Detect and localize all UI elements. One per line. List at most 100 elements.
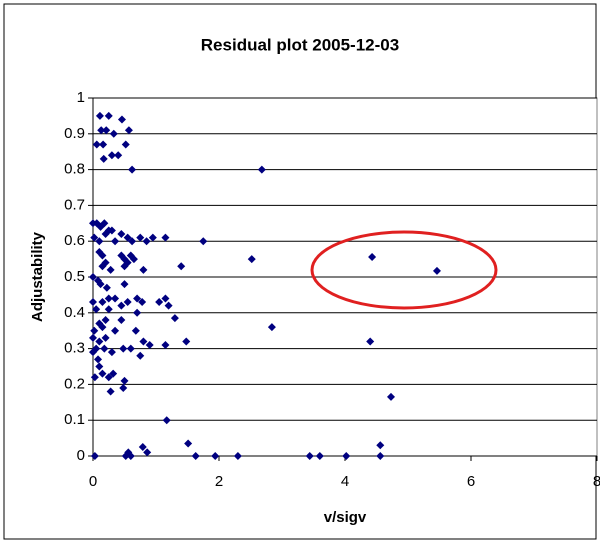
- point: [107, 226, 116, 235]
- point: [138, 298, 147, 307]
- point: [211, 452, 220, 460]
- point: [104, 111, 113, 120]
- y-tick-label: 0.2: [64, 375, 85, 392]
- point: [138, 443, 147, 452]
- point: [107, 348, 116, 357]
- point: [111, 237, 120, 246]
- point: [117, 315, 126, 324]
- point: [126, 344, 135, 353]
- point: [101, 315, 110, 324]
- point: [99, 154, 108, 163]
- point: [104, 305, 113, 314]
- y-tick-label: 0.5: [64, 268, 85, 285]
- point: [119, 344, 128, 353]
- point: [257, 165, 266, 174]
- point: [90, 326, 99, 335]
- point: [142, 237, 151, 246]
- y-tick-label: 0.4: [64, 304, 85, 321]
- point: [161, 341, 170, 350]
- point: [133, 294, 142, 303]
- point: [90, 233, 99, 242]
- point: [161, 294, 170, 303]
- point: [143, 448, 152, 457]
- point: [96, 280, 105, 289]
- chart-title: Residual plot 2005-12-03: [201, 35, 399, 54]
- point: [92, 140, 101, 149]
- point: [102, 126, 111, 135]
- point: [98, 262, 107, 271]
- point: [368, 252, 377, 261]
- point: [126, 452, 135, 460]
- point: [98, 323, 107, 332]
- point: [155, 298, 164, 307]
- point: [101, 333, 110, 342]
- point: [94, 355, 103, 364]
- point: [106, 265, 115, 274]
- point: [267, 323, 276, 332]
- point: [148, 233, 157, 242]
- point: [89, 273, 97, 281]
- point: [136, 351, 145, 360]
- x-tick-label: 0: [89, 473, 97, 490]
- point: [133, 308, 142, 317]
- point: [182, 337, 191, 346]
- point: [342, 452, 351, 460]
- point: [117, 115, 126, 124]
- point: [376, 452, 385, 460]
- point: [121, 140, 130, 149]
- point: [128, 237, 137, 246]
- point: [109, 369, 118, 378]
- point: [92, 305, 101, 314]
- point: [89, 298, 97, 307]
- point: [164, 301, 173, 310]
- point: [170, 314, 179, 323]
- point: [95, 111, 104, 120]
- point: [107, 151, 116, 160]
- y-tick-label: 0: [77, 447, 85, 464]
- point: [233, 452, 242, 460]
- y-tick-label: 0.8: [64, 161, 85, 178]
- point: [100, 219, 109, 228]
- point: [90, 452, 99, 460]
- point: [98, 369, 107, 378]
- point: [117, 301, 126, 310]
- point: [145, 341, 154, 350]
- point: [247, 255, 256, 264]
- point: [315, 452, 324, 460]
- point: [114, 151, 123, 160]
- point: [100, 344, 109, 353]
- y-tick-label: 0.3: [64, 340, 85, 357]
- point: [104, 294, 113, 303]
- point: [191, 452, 200, 460]
- point: [111, 294, 120, 303]
- point: [89, 333, 97, 342]
- point: [128, 165, 137, 174]
- x-tick-label: 2: [215, 473, 223, 490]
- point: [120, 280, 129, 289]
- point: [120, 262, 129, 271]
- x-tick-label: 4: [341, 473, 349, 490]
- point: [90, 373, 99, 382]
- point: [97, 126, 106, 135]
- point: [199, 237, 208, 246]
- point: [111, 326, 120, 335]
- y-tick-label: 1: [77, 89, 85, 106]
- point: [129, 255, 138, 264]
- point: [161, 233, 170, 242]
- y-tick-label: 0.6: [64, 232, 85, 249]
- highlight-ellipse: [310, 230, 498, 310]
- point: [131, 326, 140, 335]
- point: [177, 262, 186, 271]
- point: [117, 230, 126, 239]
- point: [386, 392, 395, 401]
- point: [121, 452, 130, 460]
- point: [305, 452, 314, 460]
- point: [95, 237, 104, 246]
- point: [123, 298, 132, 307]
- point: [366, 337, 375, 346]
- x-tick-label: 8: [593, 473, 600, 490]
- y-axis-label: Adjustability: [29, 231, 46, 322]
- y-tick-label: 0.7: [64, 196, 85, 213]
- point: [106, 387, 115, 396]
